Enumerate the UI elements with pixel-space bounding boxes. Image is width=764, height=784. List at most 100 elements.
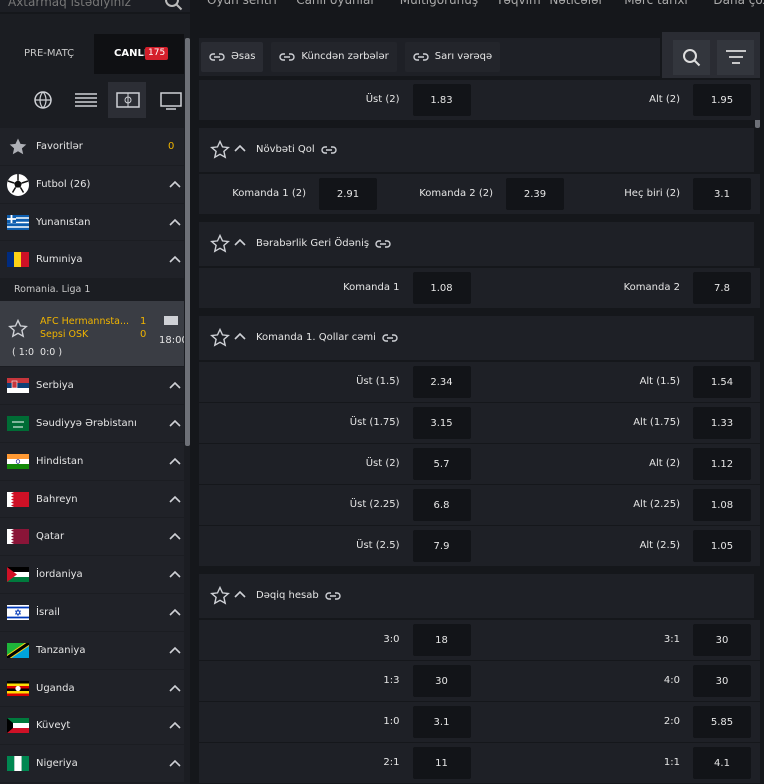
odds-button[interactable]: 7.8 <box>693 272 751 304</box>
market-header[interactable] <box>199 128 754 172</box>
odds-value[interactable]: 18 <box>435 635 448 646</box>
breadcrumb-item[interactable]: Təqvim <box>496 0 541 7</box>
odds-button[interactable]: 3.15 <box>412 407 471 439</box>
odds-button[interactable]: 1.83 <box>412 84 471 116</box>
prematch-label[interactable]: PRE-MATÇ <box>24 48 75 59</box>
odds-value[interactable]: 1.33 <box>710 418 734 429</box>
market-header[interactable] <box>199 316 754 360</box>
market-tab[interactable]: Əsas <box>201 42 264 72</box>
live-label[interactable]: CANLI <box>114 48 148 59</box>
odds-button[interactable]: 18 <box>412 624 471 656</box>
odds-value[interactable]: 3.15 <box>430 418 453 429</box>
odds-button[interactable]: 1.08 <box>412 272 471 304</box>
odds-button[interactable]: 2.39 <box>506 178 564 210</box>
market-header[interactable] <box>199 574 754 618</box>
search-button[interactable] <box>673 40 710 75</box>
odds-value[interactable]: 1.83 <box>430 95 453 106</box>
country-row[interactable] <box>0 405 184 442</box>
odds-button[interactable]: 1.12 <box>693 448 751 480</box>
country-row[interactable] <box>0 669 184 707</box>
country-row[interactable] <box>0 631 184 669</box>
odds-button[interactable]: 1.33 <box>693 407 751 439</box>
odds-button[interactable]: 1.54 <box>693 366 751 398</box>
market-star[interactable] <box>210 586 230 606</box>
market-star[interactable] <box>210 234 230 254</box>
breadcrumb-item[interactable]: Mərc tarixi <box>624 0 688 7</box>
league-row[interactable] <box>0 279 184 301</box>
market-star[interactable] <box>210 328 230 348</box>
view-button[interactable] <box>152 82 188 118</box>
live-tab[interactable] <box>94 34 184 74</box>
country-row[interactable] <box>0 367 184 404</box>
odds-button[interactable]: 1.05 <box>693 530 751 562</box>
country-row[interactable] <box>0 442 184 480</box>
odds-value[interactable]: 1.05 <box>710 541 734 552</box>
odds-value[interactable]: 2.91 <box>336 189 360 200</box>
country-row[interactable] <box>0 745 184 782</box>
search-button-icon[interactable] <box>682 48 702 68</box>
odds-button[interactable]: 1.95 <box>693 84 751 116</box>
odds-value[interactable]: 2.39 <box>523 189 547 200</box>
odds-value[interactable]: 2.34 <box>430 377 453 388</box>
odds-value[interactable]: 3.1 <box>714 189 730 200</box>
odds-button[interactable]: 4.1 <box>693 747 751 779</box>
odds-button[interactable]: 30 <box>412 665 471 697</box>
odds-value[interactable]: 7.9 <box>433 541 450 552</box>
country-row[interactable] <box>0 707 184 745</box>
odds-button[interactable]: 3.1 <box>693 178 751 210</box>
market-tab[interactable]: Küncdən zərbələr <box>271 42 397 72</box>
odds-value[interactable]: 7.8 <box>714 283 730 294</box>
favorites-row[interactable] <box>0 128 184 165</box>
odds-value[interactable]: 1.54 <box>710 377 734 388</box>
odds-value[interactable]: 30 <box>715 676 729 687</box>
odds-button[interactable]: 5.7 <box>412 448 471 480</box>
odds-value[interactable]: 1.08 <box>710 500 734 511</box>
odds-button[interactable]: 5.85 <box>693 706 751 738</box>
country-row[interactable] <box>0 480 184 518</box>
collapse-arrow[interactable] <box>233 331 247 343</box>
breadcrumb-item[interactable]: Daha çox <box>713 0 764 7</box>
odds-value[interactable]: 5.7 <box>433 459 450 470</box>
odds-value[interactable]: 1.95 <box>710 95 734 106</box>
odds-button[interactable]: 30 <box>693 665 751 697</box>
odds-button[interactable]: 3.1 <box>412 706 471 738</box>
country-row[interactable] <box>0 518 184 556</box>
odds-value[interactable]: 1.08 <box>430 283 453 294</box>
market-tab[interactable]: Sarı vərəqə <box>404 42 501 72</box>
breadcrumb-item[interactable]: Nəticələr <box>549 0 604 7</box>
odds-value[interactable]: 3.1 <box>433 717 450 728</box>
collapse-arrow[interactable] <box>233 143 247 155</box>
market-tab-label[interactable]: Əsas <box>231 51 256 62</box>
odds-value[interactable]: 11 <box>435 758 448 769</box>
odds-value[interactable]: 4.1 <box>714 758 730 769</box>
odds-button[interactable]: 30 <box>693 624 751 656</box>
odds-value[interactable]: 30 <box>715 635 729 646</box>
match-row[interactable] <box>0 301 184 367</box>
odds-value[interactable]: 30 <box>435 676 448 687</box>
market-tab-label[interactable]: Sarı vərəqə <box>434 51 493 62</box>
market-star[interactable] <box>210 140 230 160</box>
odds-value[interactable]: 5.85 <box>710 717 734 728</box>
market-header[interactable] <box>199 222 754 266</box>
odds-value[interactable]: 1.12 <box>710 459 734 470</box>
country-row[interactable] <box>0 556 184 593</box>
breadcrumb-item[interactable]: Multigörünüş <box>399 0 479 7</box>
odds-button[interactable]: 7.9 <box>412 530 471 562</box>
odds-button[interactable]: 2.91 <box>319 178 377 210</box>
filter-icon[interactable] <box>726 49 746 65</box>
breadcrumb-item[interactable]: Oyun sentri <box>207 0 277 7</box>
sport-row[interactable] <box>0 165 184 203</box>
market-tab-label[interactable]: Küncdən zərbələr <box>301 51 389 62</box>
breadcrumb-item[interactable]: Canlı oyunlar <box>296 0 376 7</box>
odds-value[interactable]: 6.8 <box>433 500 450 511</box>
country-row[interactable] <box>0 203 184 241</box>
odds-button[interactable]: 11 <box>412 747 471 779</box>
odds-button[interactable]: 1.08 <box>693 489 751 521</box>
country-row[interactable] <box>0 241 184 279</box>
collapse-arrow[interactable] <box>233 237 247 249</box>
view-button[interactable] <box>68 82 104 118</box>
collapse-arrow[interactable] <box>233 589 247 601</box>
odds-button[interactable]: 2.34 <box>412 366 471 398</box>
country-row[interactable] <box>0 594 184 631</box>
odds-button[interactable]: 6.8 <box>412 489 471 521</box>
